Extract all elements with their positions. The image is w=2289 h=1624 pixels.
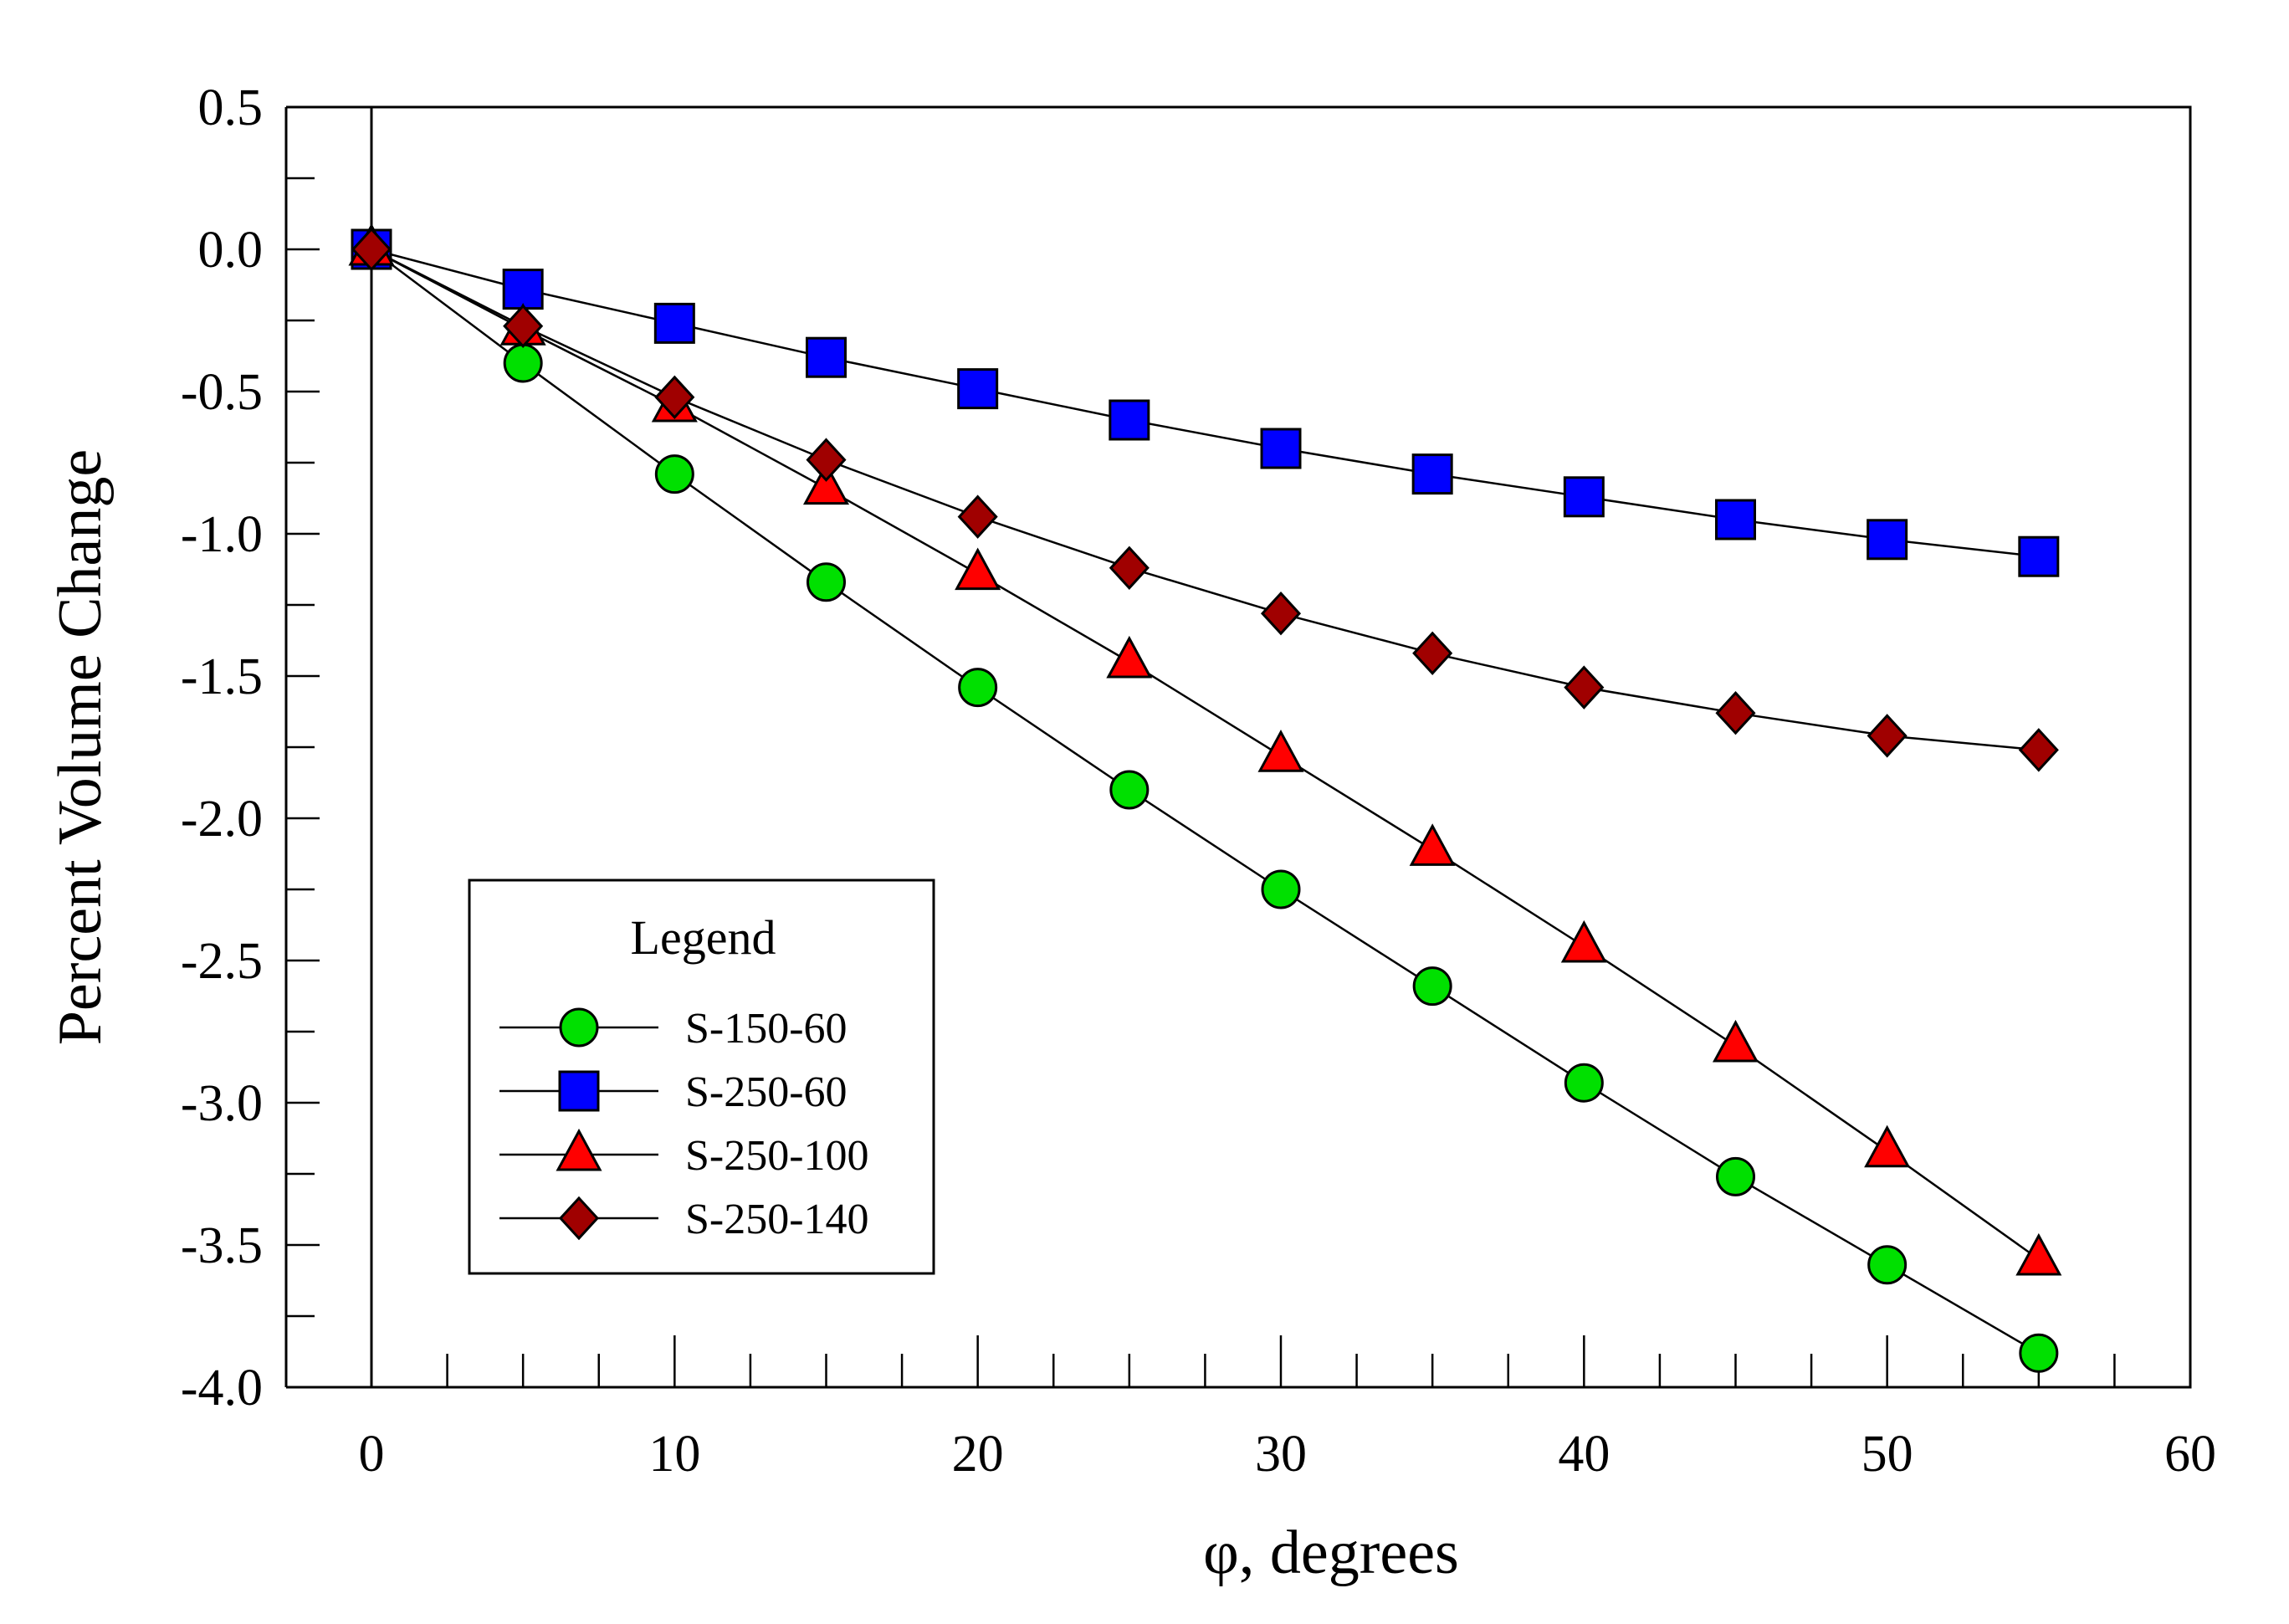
legend-title: Legend [631, 910, 776, 965]
data-point-s-250-140 [1412, 631, 1453, 676]
data-point-s-250-140 [806, 438, 847, 482]
data-point-s-250-60 [2018, 535, 2060, 577]
data-point-s-150-60 [1716, 1156, 1755, 1196]
legend-label: S-250-60 [685, 1068, 847, 1116]
data-point-s-250-140 [654, 375, 695, 420]
data-point-s-250-100 [1409, 823, 1456, 866]
data-point-s-250-60 [1411, 453, 1453, 495]
y-tick-label: 0.5 [198, 79, 264, 136]
data-point-s-150-60 [1412, 966, 1452, 1007]
data-point-s-250-140 [1109, 546, 1150, 591]
series-line-s-250-60 [371, 248, 2039, 558]
legend-marker-s-250-60 [558, 1070, 600, 1112]
data-point-s-250-60 [1867, 519, 1908, 561]
data-point-s-250-140 [351, 227, 392, 272]
data-point-s-250-60 [957, 368, 999, 410]
data-point-s-150-60 [2019, 1333, 2059, 1373]
y-tick-label: -1.0 [181, 506, 263, 563]
x-tick-label: 40 [1558, 1426, 1610, 1483]
data-point-s-250-60 [1563, 476, 1605, 518]
series-line-s-150-60 [371, 248, 2040, 1355]
data-point-s-250-60 [1109, 399, 1150, 441]
legend-label: S-250-140 [685, 1196, 869, 1243]
data-point-s-150-60 [1564, 1063, 1604, 1103]
data-point-s-150-60 [1109, 770, 1150, 810]
legend-label: S-250-100 [685, 1132, 869, 1180]
series-markers [348, 223, 2062, 1373]
axes: 0.5 0.0 -0.5 -1.0 -1.5 -2.0 -2.5 -3.0 -3.5 -4.0 0 1… [181, 79, 2216, 1483]
y-tick-label: -3.0 [181, 1075, 263, 1132]
legend-marker-s-250-140 [558, 1196, 600, 1241]
data-point-s-250-140 [957, 494, 998, 539]
x-axis-title: φ, degrees [1203, 1519, 1459, 1587]
x-tick-label: 20 [952, 1426, 1004, 1483]
data-point-s-250-100 [2015, 1232, 2062, 1276]
y-tick-label: -4.0 [181, 1360, 263, 1417]
data-point-s-250-100 [1106, 635, 1153, 679]
y-tick-label: -1.5 [181, 648, 263, 705]
legend-label: S-150-60 [685, 1005, 847, 1053]
data-point-s-150-60 [958, 668, 998, 708]
data-point-s-250-60 [1260, 428, 1302, 469]
data-point-s-250-60 [502, 269, 544, 310]
legend-box [468, 879, 935, 1275]
x-tick-label: 50 [1861, 1426, 1913, 1483]
x-tick-label: 0 [359, 1426, 385, 1483]
data-point-s-250-140 [1260, 591, 1302, 636]
data-point-s-150-60 [654, 454, 694, 494]
data-point-s-250-100 [802, 462, 850, 505]
data-point-s-250-100 [1257, 730, 1304, 772]
y-tick-label: -2.0 [181, 791, 263, 848]
data-point-s-250-60 [806, 336, 847, 378]
data-point-s-250-140 [1715, 690, 1756, 735]
y-tick-label: -2.5 [181, 933, 263, 990]
data-point-s-250-140 [1867, 714, 1908, 758]
y-tick-label: -0.5 [181, 364, 263, 421]
x-tick-label: 60 [2164, 1426, 2216, 1483]
series-line-s-250-140 [371, 248, 2039, 751]
data-point-s-150-60 [807, 562, 846, 602]
data-point-s-250-140 [2018, 728, 2059, 772]
y-tick-label: -3.5 [181, 1217, 263, 1274]
series-lines [371, 248, 2040, 1355]
legend: Legend S-150-60 S-250-60 S-250-100 S-250-140 [468, 879, 935, 1275]
data-point-s-150-60 [1261, 869, 1301, 909]
data-point-s-150-60 [503, 343, 543, 383]
y-axis-title: Percent Volume Change [46, 449, 115, 1045]
legend-marker-s-150-60 [559, 1007, 599, 1048]
data-point-s-150-60 [1867, 1245, 1908, 1285]
data-point-s-250-100 [1864, 1125, 1911, 1168]
data-point-s-250-60 [653, 302, 695, 344]
y-tick-label: 0.0 [198, 222, 264, 279]
data-point-s-250-100 [1560, 920, 1607, 963]
data-point-s-250-140 [1564, 665, 1605, 710]
x-tick-label: 10 [648, 1426, 700, 1483]
legend-marker-s-250-100 [556, 1128, 602, 1171]
data-point-s-250-100 [955, 547, 1001, 591]
x-tick-label: 30 [1255, 1426, 1307, 1483]
data-point-s-250-100 [1712, 1019, 1759, 1063]
series-line-s-250-100 [371, 248, 2040, 1261]
data-point-s-250-140 [503, 304, 544, 349]
data-point-s-250-60 [1715, 499, 1756, 540]
